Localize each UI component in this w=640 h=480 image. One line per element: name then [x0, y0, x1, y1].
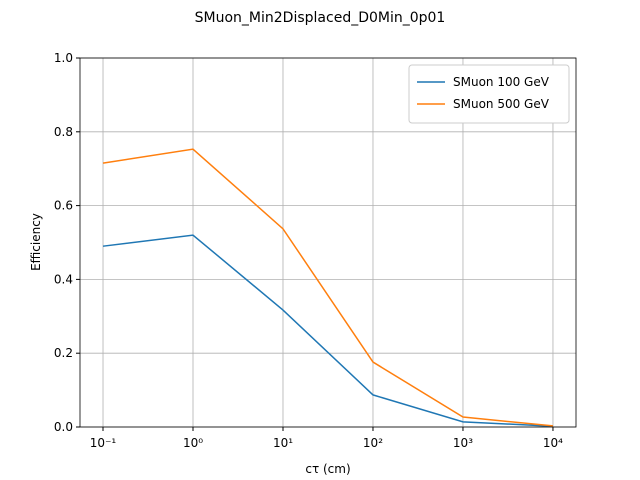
x-tick-label: 10¹	[273, 436, 293, 450]
legend-box	[408, 64, 570, 124]
x-tick-label: 10⁰	[183, 436, 203, 450]
legend-label: SMuon 500 GeV	[453, 97, 550, 111]
x-tick-label: 10⁴	[543, 436, 563, 450]
y-tick-label: 0.0	[54, 420, 73, 434]
y-axis-label: Efficiency	[29, 213, 43, 271]
y-tick-label: 1.0	[54, 51, 73, 65]
chart-title: SMuon_Min2Displaced_D0Min_0p01	[195, 10, 446, 26]
x-tick-label: 10³	[453, 436, 473, 450]
y-tick-label: 0.6	[54, 199, 73, 213]
legend-label: SMuon 100 GeV	[453, 75, 550, 89]
y-tick-label: 0.8	[54, 125, 73, 139]
x-tick-label: 10⁻¹	[90, 436, 117, 450]
series-line	[102, 234, 553, 428]
x-axis-label: cτ (cm)	[305, 462, 350, 476]
series-line	[102, 148, 554, 427]
y-tick-label: 0.2	[54, 346, 73, 360]
plot-frame	[79, 57, 577, 428]
x-tick-label: 10²	[363, 436, 383, 450]
y-tick-label: 0.4	[54, 272, 73, 286]
